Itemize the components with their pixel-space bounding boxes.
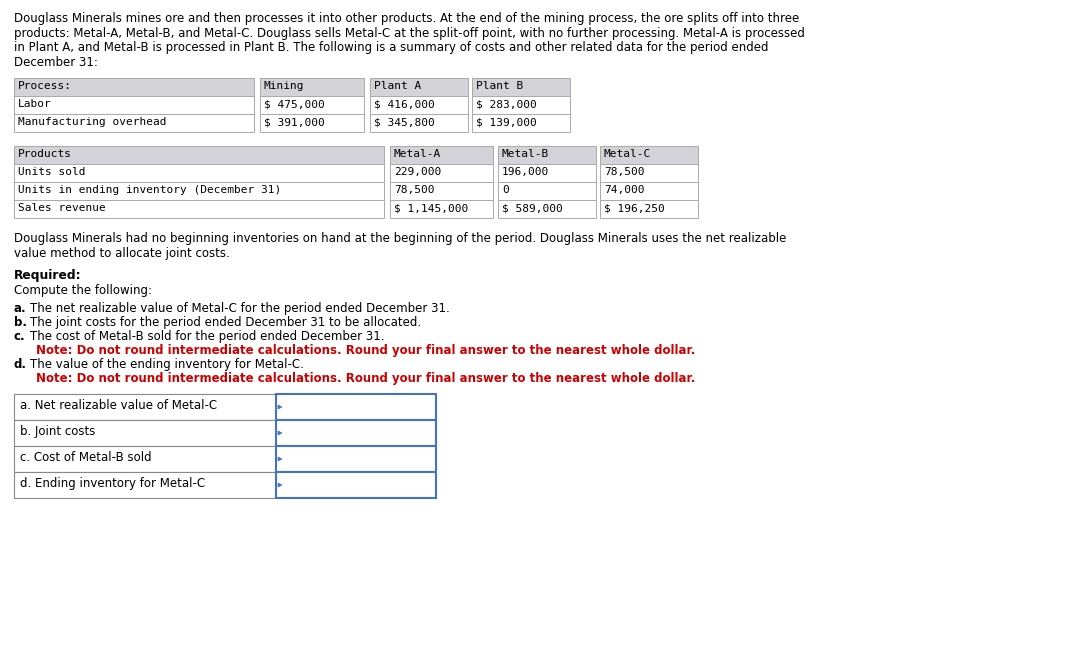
- Bar: [14, 164, 384, 182]
- Bar: [498, 182, 596, 200]
- Bar: [498, 200, 596, 218]
- Bar: [14, 146, 384, 164]
- Bar: [14, 114, 254, 132]
- Polygon shape: [278, 431, 282, 435]
- Bar: [276, 472, 435, 498]
- Text: Sales revenue: Sales revenue: [18, 203, 106, 213]
- Text: Metal-A: Metal-A: [394, 149, 441, 159]
- Text: 78,500: 78,500: [603, 167, 644, 177]
- Text: Plant B: Plant B: [476, 81, 523, 91]
- Text: $ 416,000: $ 416,000: [374, 99, 434, 109]
- Text: Products: Products: [18, 149, 72, 159]
- Text: $ 139,000: $ 139,000: [476, 117, 537, 127]
- Text: The cost of Metal-B sold for the period ended December 31.: The cost of Metal-B sold for the period …: [30, 330, 384, 343]
- Text: Compute the following:: Compute the following:: [14, 283, 152, 297]
- Bar: [389, 146, 493, 164]
- Bar: [14, 394, 276, 420]
- Text: December 31:: December 31:: [14, 56, 97, 68]
- Text: a. Net realizable value of Metal-C: a. Net realizable value of Metal-C: [20, 399, 217, 412]
- Text: Manufacturing overhead: Manufacturing overhead: [18, 117, 167, 127]
- Text: c. Cost of Metal-B sold: c. Cost of Metal-B sold: [20, 451, 152, 464]
- Bar: [389, 200, 493, 218]
- Text: 196,000: 196,000: [502, 167, 549, 177]
- Text: Plant A: Plant A: [374, 81, 422, 91]
- Text: The value of the ending inventory for Metal-C.: The value of the ending inventory for Me…: [30, 358, 304, 371]
- Polygon shape: [278, 405, 282, 409]
- Text: Douglass Minerals had no beginning inventories on hand at the beginning of the p: Douglass Minerals had no beginning inven…: [14, 232, 786, 245]
- Text: b. Joint costs: b. Joint costs: [20, 425, 95, 438]
- Text: The joint costs for the period ended December 31 to be allocated.: The joint costs for the period ended Dec…: [30, 316, 422, 329]
- Bar: [498, 164, 596, 182]
- Bar: [600, 164, 698, 182]
- Text: $ 589,000: $ 589,000: [502, 203, 563, 213]
- Bar: [14, 78, 254, 96]
- Polygon shape: [278, 457, 282, 461]
- Bar: [389, 164, 493, 182]
- Bar: [260, 114, 364, 132]
- Text: $ 345,800: $ 345,800: [374, 117, 434, 127]
- Text: $ 391,000: $ 391,000: [264, 117, 325, 127]
- Text: Units in ending inventory (December 31): Units in ending inventory (December 31): [18, 185, 281, 195]
- Text: Process:: Process:: [18, 81, 72, 91]
- Text: 0: 0: [502, 185, 508, 195]
- Text: $ 283,000: $ 283,000: [476, 99, 537, 109]
- Bar: [600, 200, 698, 218]
- Bar: [14, 200, 384, 218]
- Bar: [472, 96, 570, 114]
- Text: in Plant A, and Metal-B is processed in Plant B. The following is a summary of c: in Plant A, and Metal-B is processed in …: [14, 41, 768, 54]
- Text: a.: a.: [14, 302, 27, 315]
- Bar: [276, 446, 435, 472]
- Bar: [260, 96, 364, 114]
- Bar: [370, 114, 468, 132]
- Text: d.: d.: [14, 358, 27, 371]
- Text: value method to allocate joint costs.: value method to allocate joint costs.: [14, 246, 230, 260]
- Bar: [14, 182, 384, 200]
- Text: Mining: Mining: [264, 81, 305, 91]
- Text: 78,500: 78,500: [394, 185, 434, 195]
- Bar: [389, 182, 493, 200]
- Text: Metal-B: Metal-B: [502, 149, 549, 159]
- Text: 74,000: 74,000: [603, 185, 644, 195]
- Bar: [14, 472, 276, 498]
- Text: The net realizable value of Metal-C for the period ended December 31.: The net realizable value of Metal-C for …: [30, 302, 449, 315]
- Text: Labor: Labor: [18, 99, 51, 109]
- Text: Note: Do not round intermediate calculations. Round your final answer to the nea: Note: Do not round intermediate calculat…: [36, 344, 696, 357]
- Polygon shape: [278, 483, 282, 487]
- Bar: [276, 420, 435, 446]
- Bar: [472, 114, 570, 132]
- Bar: [498, 146, 596, 164]
- Text: Required:: Required:: [14, 269, 81, 282]
- Bar: [14, 420, 276, 446]
- Bar: [600, 182, 698, 200]
- Text: Metal-C: Metal-C: [603, 149, 652, 159]
- Text: Note: Do not round intermediate calculations. Round your final answer to the nea: Note: Do not round intermediate calculat…: [36, 372, 696, 385]
- Text: $ 475,000: $ 475,000: [264, 99, 325, 109]
- Text: products: Metal-A, Metal-B, and Metal-C. Douglass sells Metal-C at the split-off: products: Metal-A, Metal-B, and Metal-C.…: [14, 26, 805, 40]
- Text: Units sold: Units sold: [18, 167, 86, 177]
- Bar: [370, 78, 468, 96]
- Bar: [472, 78, 570, 96]
- Text: c.: c.: [14, 330, 26, 343]
- Text: 229,000: 229,000: [394, 167, 441, 177]
- Text: d. Ending inventory for Metal-C: d. Ending inventory for Metal-C: [20, 477, 205, 490]
- Text: $ 196,250: $ 196,250: [603, 203, 664, 213]
- Text: b.: b.: [14, 316, 27, 329]
- Bar: [600, 146, 698, 164]
- Bar: [370, 96, 468, 114]
- Bar: [276, 394, 435, 420]
- Text: $ 1,145,000: $ 1,145,000: [394, 203, 469, 213]
- Bar: [14, 96, 254, 114]
- Text: Douglass Minerals mines ore and then processes it into other products. At the en: Douglass Minerals mines ore and then pro…: [14, 12, 799, 25]
- Bar: [260, 78, 364, 96]
- Bar: [14, 446, 276, 472]
